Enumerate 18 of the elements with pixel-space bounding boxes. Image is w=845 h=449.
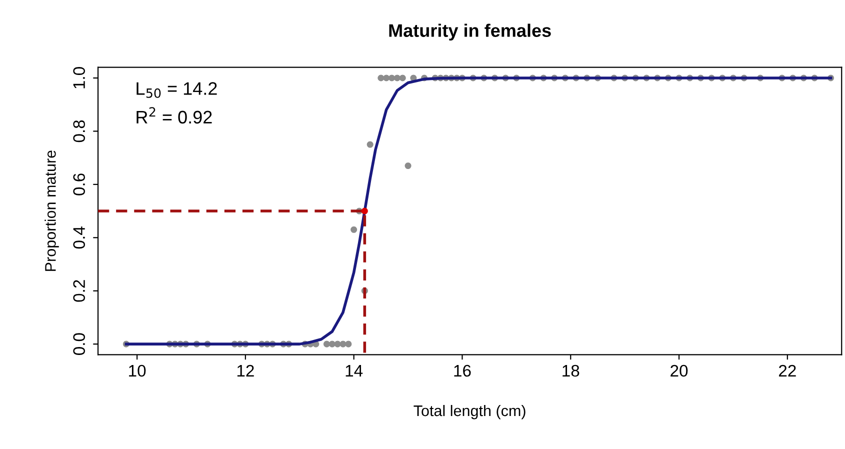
y-tick-label: 0.8 xyxy=(73,120,86,142)
y-tick-label: 1.0 xyxy=(73,67,86,88)
x-tick-label: 12 xyxy=(237,364,254,377)
x-tick-label: 18 xyxy=(562,364,580,377)
y-tick-label: 0.0 xyxy=(73,333,86,355)
y-tick-label: 0.4 xyxy=(73,226,86,249)
annotation: L$_{50}$ = 14.2 xyxy=(136,82,217,98)
chart-title: Maturity in females xyxy=(389,24,551,41)
x-tick-label: 14 xyxy=(346,365,363,377)
annotation: R$^{2}$ = 0.92 xyxy=(136,107,212,124)
y-axis-title: Proportion mature xyxy=(44,150,59,271)
y-tick-label: 0.2 xyxy=(73,280,86,302)
x-tick-label: 10 xyxy=(129,364,146,377)
y-tick-label: 0.6 xyxy=(73,174,86,196)
x-axis-title: Total length (cm) xyxy=(414,404,526,420)
x-tick-label: 20 xyxy=(670,364,688,377)
x-tick-label: 16 xyxy=(454,364,471,377)
x-tick-label: 22 xyxy=(778,364,796,377)
